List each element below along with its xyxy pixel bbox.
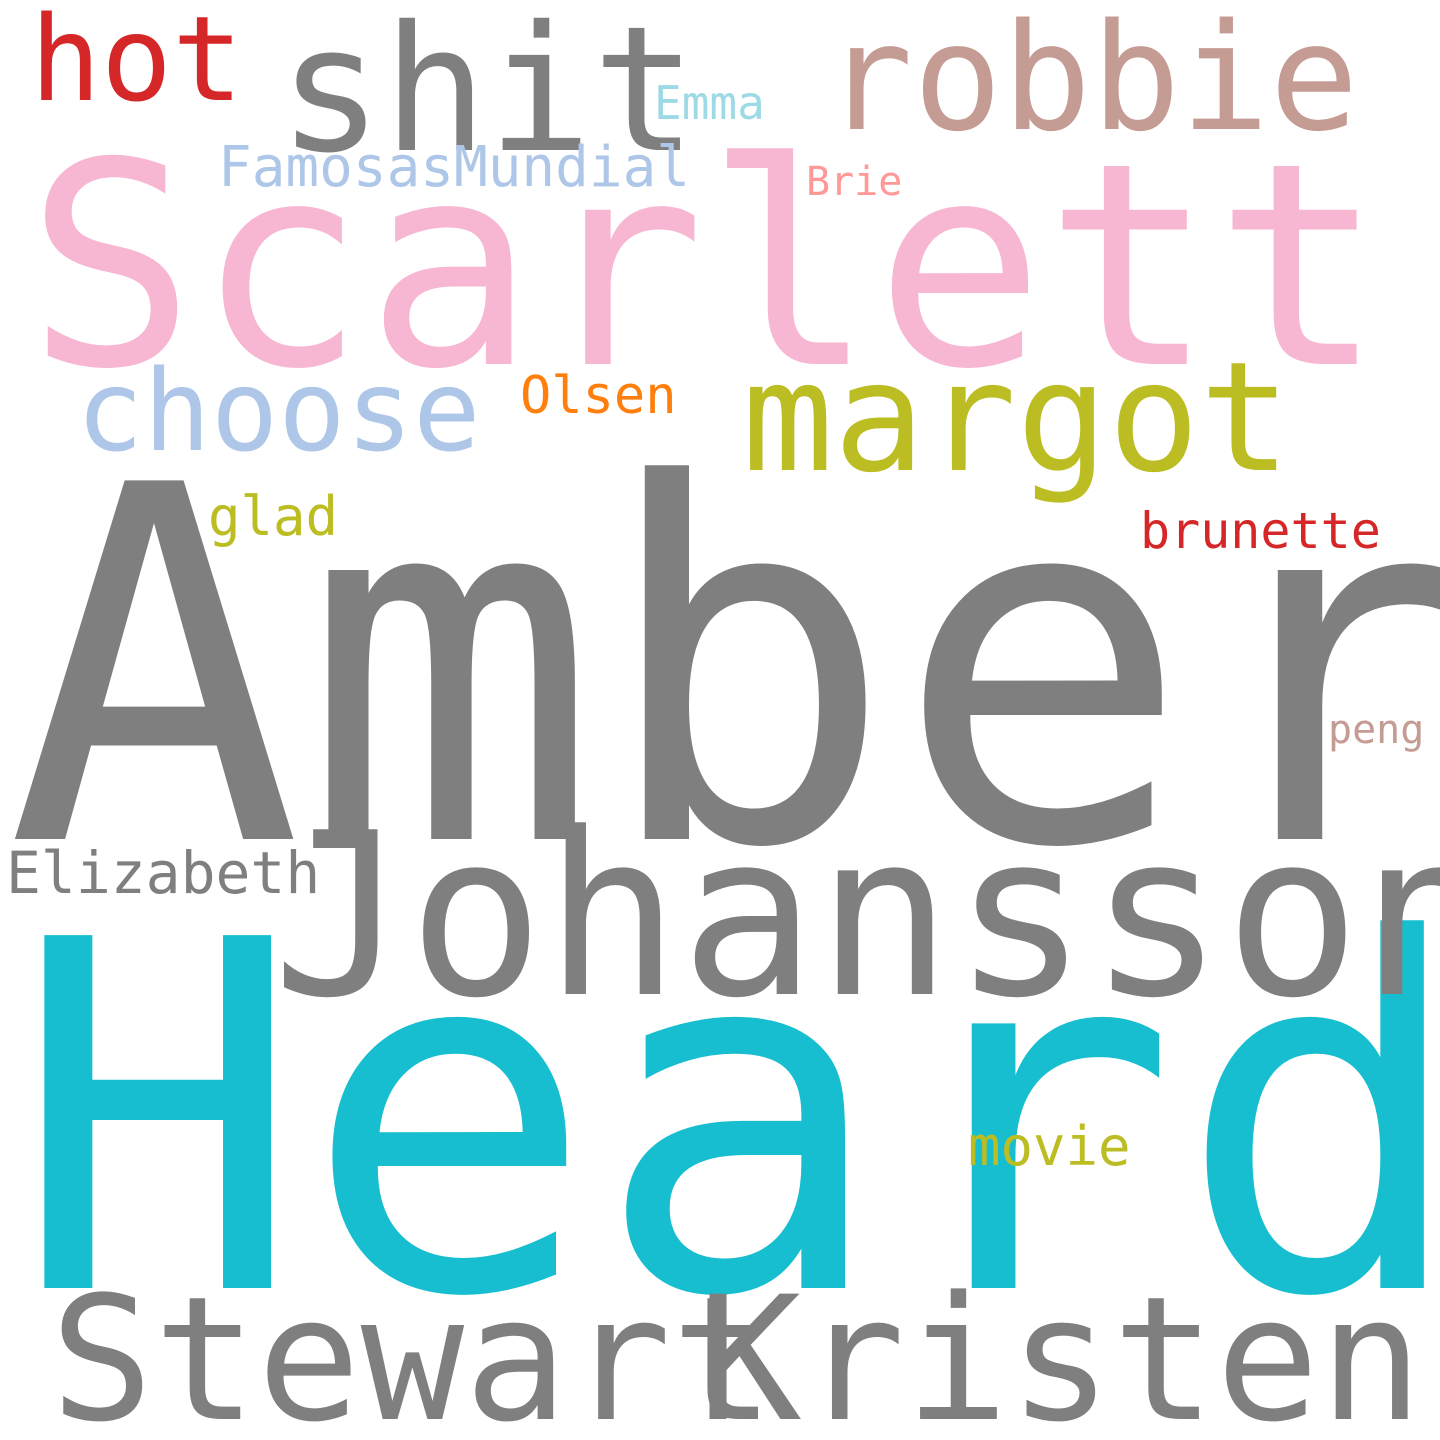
- word-kristen: Kristen: [698, 1259, 1423, 1440]
- word-scarlett: Scarlett: [26, 102, 1385, 431]
- word-heard: Heard: [12, 840, 1440, 1403]
- word-hot: hot: [30, 0, 244, 128]
- word-olsen: Olsen: [520, 366, 677, 426]
- word-elizabeth: Elizabeth: [6, 839, 321, 907]
- word-margot: margot: [742, 329, 1292, 506]
- word-peng: peng: [1328, 707, 1425, 753]
- word-choose: choose: [76, 347, 481, 477]
- word-glad: glad: [208, 485, 339, 548]
- word-robbie: robbie: [824, 0, 1359, 164]
- word-emma: Emma: [654, 76, 765, 130]
- word-brie: Brie: [806, 159, 903, 205]
- word-stewart: Stewart: [50, 1259, 775, 1440]
- word-shit: shit: [278, 0, 698, 192]
- word-movie: movie: [968, 1115, 1131, 1178]
- word-famosasmundial: FamosasMundial: [218, 135, 691, 200]
- word-johansson: Johansson: [272, 785, 1440, 1048]
- word-brunette: brunette: [1140, 502, 1381, 560]
- word-amber: Amber: [6, 383, 1440, 956]
